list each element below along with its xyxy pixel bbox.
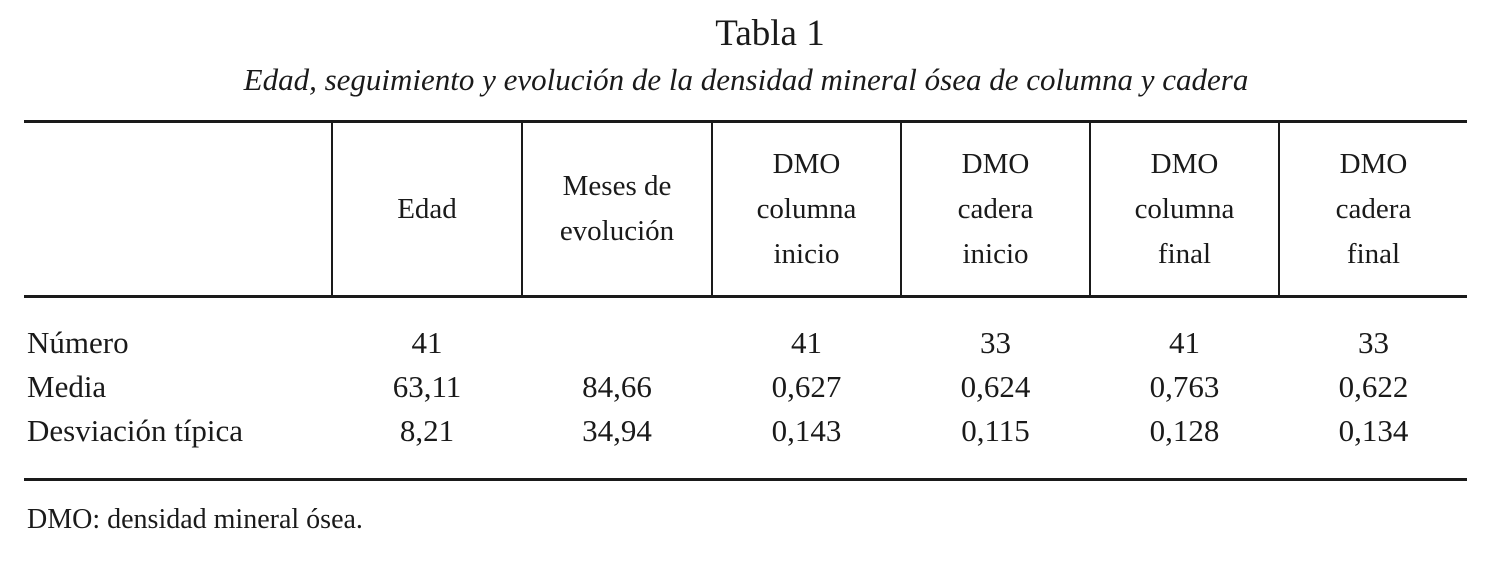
table-cell: 33 bbox=[980, 325, 1011, 360]
header-rule bbox=[24, 295, 1467, 298]
column-header-meses: Meses de evolución bbox=[523, 123, 711, 295]
table-subtitle: Edad, seguimiento y evolución de la dens… bbox=[243, 62, 1249, 97]
table-row: Número 41 41 33 41 33 bbox=[0, 321, 1487, 365]
table-cell: 0,763 bbox=[1149, 369, 1220, 404]
table-row: Media 63,11 84,66 0,627 0,624 0,763 0,62… bbox=[0, 365, 1487, 409]
table-cell: 84,66 bbox=[582, 369, 652, 404]
table-cell: 0,134 bbox=[1338, 413, 1409, 448]
column-divider bbox=[521, 123, 523, 295]
table-cell: 8,21 bbox=[399, 413, 455, 448]
column-header-label: Edad bbox=[397, 192, 457, 225]
top-rule bbox=[24, 120, 1467, 123]
table-cell: 0,115 bbox=[961, 413, 1030, 448]
row-label: Número bbox=[27, 325, 129, 360]
table-title: Tabla 1 bbox=[715, 13, 825, 54]
row-label: Media bbox=[27, 369, 107, 404]
table-cell: 0,624 bbox=[960, 369, 1031, 404]
column-divider bbox=[900, 123, 902, 295]
column-header-label: DMO cadera final bbox=[1335, 147, 1412, 270]
column-divider bbox=[331, 123, 333, 295]
column-divider bbox=[711, 123, 713, 295]
table-cell: 34,94 bbox=[582, 413, 652, 448]
table-cell bbox=[523, 321, 711, 365]
column-header-label: DMO columna final bbox=[1134, 147, 1235, 270]
bottom-rule bbox=[24, 478, 1467, 481]
table-cell: 0,143 bbox=[771, 413, 842, 448]
table-cell: 0,128 bbox=[1149, 413, 1220, 448]
table-cell: 41 bbox=[1169, 325, 1200, 360]
column-header-dmo-cadera-final: DMO cadera final bbox=[1280, 123, 1467, 295]
column-header-dmo-cadera-inicio: DMO cadera inicio bbox=[902, 123, 1089, 295]
table-cell: 0,627 bbox=[771, 369, 842, 404]
table-cell: 63,11 bbox=[392, 369, 462, 404]
column-header-label: DMO cadera inicio bbox=[957, 147, 1034, 270]
column-header-edad: Edad bbox=[333, 123, 521, 295]
table-cell: 0,622 bbox=[1338, 369, 1409, 404]
table-cell: 33 bbox=[1358, 325, 1389, 360]
table-row: Desviación típica 8,21 34,94 0,143 0,115… bbox=[0, 409, 1487, 453]
column-divider bbox=[1278, 123, 1280, 295]
column-header-label: Meses de evolución bbox=[559, 170, 675, 247]
column-divider bbox=[1089, 123, 1091, 295]
table-footnote: DMO: densidad mineral ósea. bbox=[27, 504, 363, 535]
column-header-label: DMO columna inicio bbox=[756, 147, 857, 270]
column-header-dmo-columna-inicio: DMO columna inicio bbox=[713, 123, 900, 295]
table-cell: 41 bbox=[791, 325, 822, 360]
table-cell: 41 bbox=[411, 325, 443, 360]
column-header-dmo-columna-final: DMO columna final bbox=[1091, 123, 1278, 295]
row-label: Desviación típica bbox=[27, 413, 244, 448]
